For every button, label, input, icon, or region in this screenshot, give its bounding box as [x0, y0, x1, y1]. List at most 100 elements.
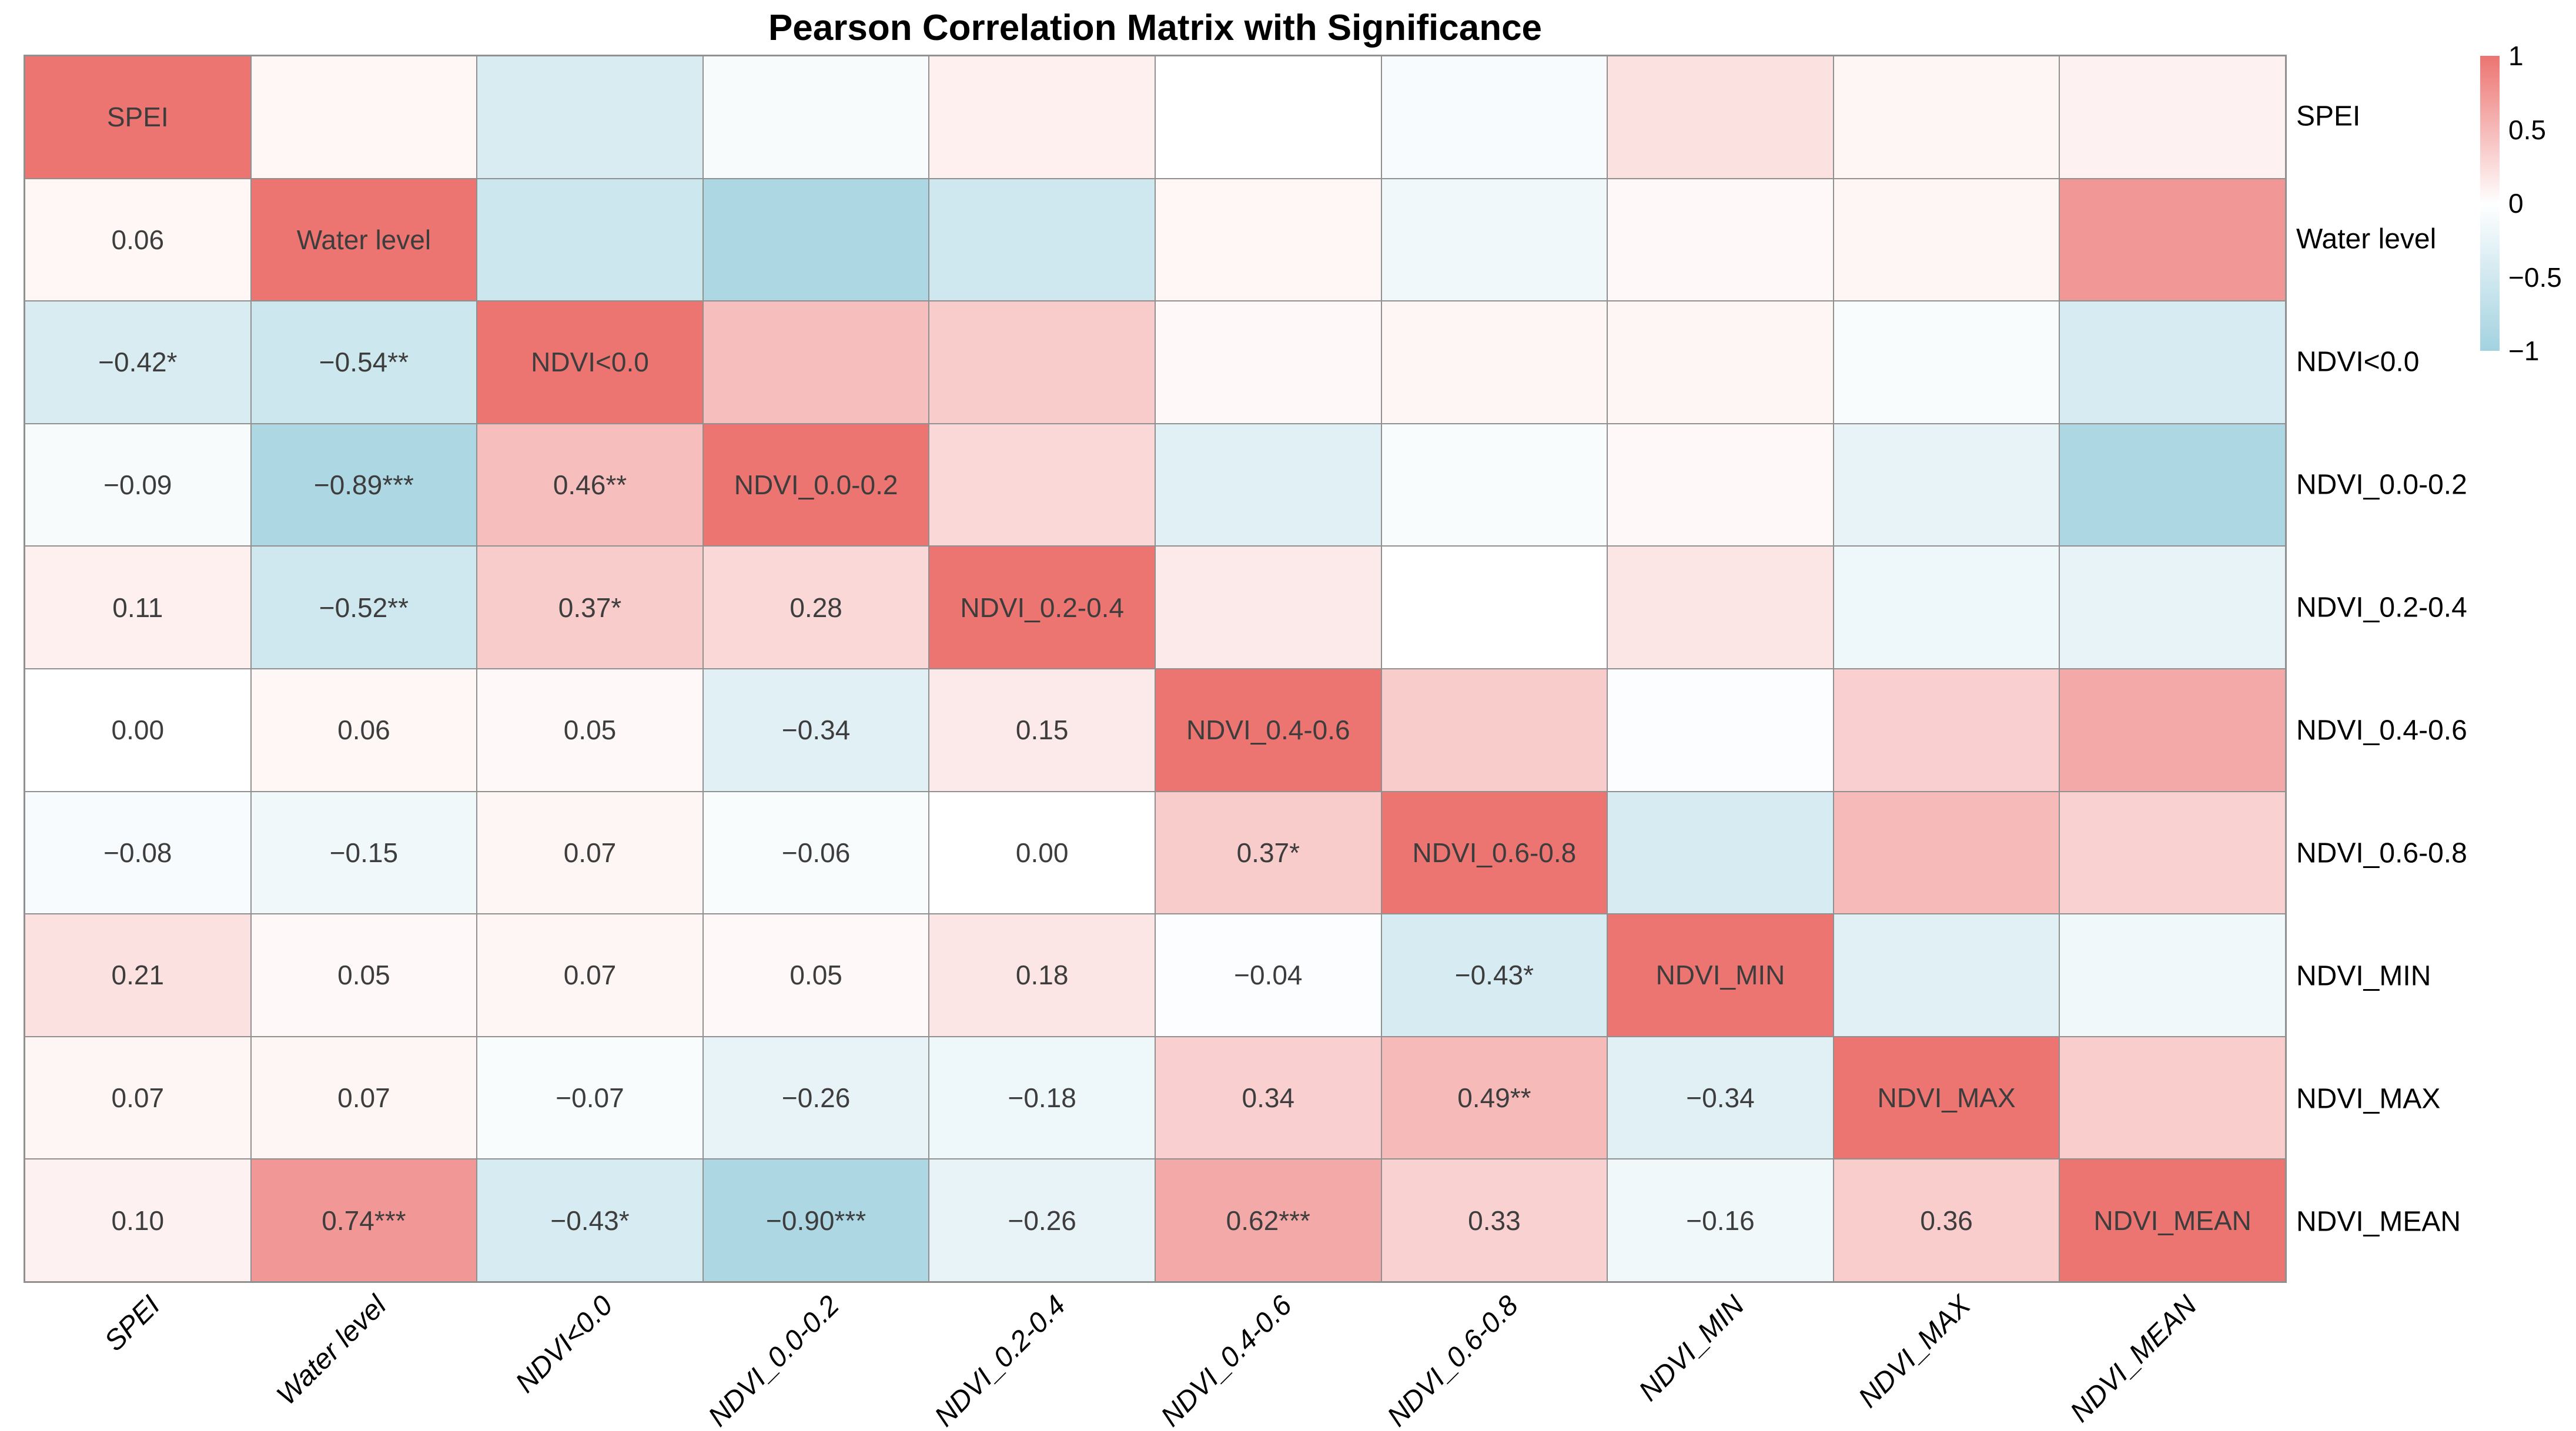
- matrix-cell-upper: [1156, 424, 1381, 546]
- matrix-cell: 0.00: [25, 669, 250, 791]
- matrix-cell-upper: [1834, 792, 2059, 914]
- y-axis-label: NDVI_0.0-0.2: [2296, 469, 2467, 500]
- matrix-cell-upper: [2060, 792, 2285, 914]
- x-axis-label: SPEI: [98, 1289, 166, 1358]
- matrix-cell-upper: [1834, 914, 2059, 1036]
- matrix-cell-upper: [1381, 56, 1607, 178]
- matrix-cell-upper: [1156, 547, 1381, 668]
- matrix-cell-upper: [703, 179, 929, 301]
- matrix-cell: 0.07: [477, 792, 702, 914]
- matrix-cell-upper: [1834, 56, 2059, 178]
- y-axis-label: NDVI_MAX: [2296, 1083, 2441, 1114]
- matrix-cell-upper: [1608, 179, 1833, 301]
- matrix-cell: 0.11: [25, 547, 250, 668]
- y-axis-label: SPEI: [2296, 100, 2361, 132]
- matrix-cell: −0.18: [929, 1037, 1155, 1159]
- x-axis-label: NDVI_MEAN: [2065, 1289, 2203, 1429]
- matrix-cell-upper: [703, 301, 929, 423]
- colorbar-tick-label: −1: [2508, 336, 2540, 366]
- matrix-cell-upper: [2060, 56, 2285, 178]
- matrix-cell: 0.36: [1834, 1159, 2059, 1281]
- matrix-cell-upper: [929, 56, 1155, 178]
- matrix-cell: −0.26: [703, 1037, 929, 1159]
- matrix-cell-upper: [1834, 424, 2059, 546]
- matrix-cell-upper: [1156, 56, 1381, 178]
- y-axis-label: NDVI<0.0: [2296, 346, 2420, 377]
- matrix-cell: −0.34: [1608, 1037, 1833, 1159]
- matrix-diagonal-cell: SPEI: [25, 56, 250, 178]
- matrix-cell: 0.05: [703, 914, 929, 1036]
- matrix-cell-upper: [1608, 547, 1833, 668]
- matrix-cell-upper: [477, 56, 702, 178]
- matrix-cell-upper: [1834, 669, 2059, 791]
- matrix-cell: −0.04: [1156, 914, 1381, 1036]
- colorbar-tick-label: 0.5: [2508, 114, 2546, 145]
- matrix-cell-upper: [1608, 301, 1833, 423]
- matrix-cell: −0.54**: [251, 301, 477, 423]
- matrix-cell-upper: [1608, 669, 1833, 791]
- x-axis-label: Water level: [271, 1289, 393, 1412]
- matrix-cell-upper: [2060, 547, 2285, 668]
- matrix-cell: 0.21: [25, 914, 250, 1036]
- matrix-cell-upper: [2060, 424, 2285, 546]
- matrix-cell-upper: [1608, 424, 1833, 546]
- matrix-cell: −0.42*: [25, 301, 250, 423]
- matrix-cell-upper: [1834, 301, 2059, 423]
- matrix-cell-upper: [1381, 547, 1607, 668]
- matrix-cell: −0.26: [929, 1159, 1155, 1281]
- matrix-cell: 0.33: [1381, 1159, 1607, 1281]
- matrix-cell-upper: [703, 56, 929, 178]
- matrix-cell-upper: [477, 179, 702, 301]
- correlation-heatmap-grid: SPEI 0.06 Water level −0.42* −0.54** NDVI<0.0…: [24, 55, 2287, 1283]
- colorbar-tick-label: 0: [2508, 188, 2524, 219]
- matrix-cell-upper: [929, 301, 1155, 423]
- y-axis-label: Water level: [2296, 223, 2437, 254]
- matrix-diagonal-cell: NDVI_MIN: [1608, 914, 1833, 1036]
- matrix-cell: 0.07: [251, 1037, 477, 1159]
- x-axis-label: NDVI_MAX: [1852, 1289, 1977, 1414]
- y-axis-label: NDVI_MIN: [2296, 960, 2431, 991]
- matrix-cell: 0.62***: [1156, 1159, 1381, 1281]
- matrix-cell-upper: [2060, 914, 2285, 1036]
- x-axis-label: NDVI_0.4-0.6: [1155, 1289, 1298, 1431]
- matrix-cell: 0.37*: [1156, 792, 1381, 914]
- x-axis-label: NDVI_0.0-0.2: [702, 1289, 845, 1431]
- matrix-cell: −0.06: [703, 792, 929, 914]
- matrix-cell-upper: [1834, 179, 2059, 301]
- matrix-cell-upper: [1156, 301, 1381, 423]
- matrix-cell-upper: [2060, 669, 2285, 791]
- y-axis-label: NDVI_MEAN: [2296, 1206, 2461, 1237]
- matrix-cell: −0.15: [251, 792, 477, 914]
- x-axis-label: NDVI_0.2-0.4: [928, 1289, 1072, 1431]
- y-axis-label: NDVI_0.4-0.6: [2296, 715, 2467, 746]
- matrix-cell-upper: [2060, 1037, 2285, 1159]
- matrix-cell: 0.49**: [1381, 1037, 1607, 1159]
- matrix-cell: −0.90***: [703, 1159, 929, 1281]
- colorbar-tick-label: 1: [2508, 41, 2524, 71]
- matrix-cell-upper: [1381, 301, 1607, 423]
- x-axis-label: NDVI_0.6-0.8: [1381, 1289, 1524, 1431]
- matrix-cell-upper: [1156, 179, 1381, 301]
- x-axis-label: NDVI_MIN: [1633, 1289, 1751, 1407]
- matrix-cell: 0.74***: [251, 1159, 477, 1281]
- colorbar-tick-label: −0.5: [2508, 262, 2562, 293]
- matrix-cell: 0.34: [1156, 1037, 1381, 1159]
- matrix-cell: 0.46**: [477, 424, 702, 546]
- matrix-cell: 0.37*: [477, 547, 702, 668]
- y-axis-label: NDVI_0.6-0.8: [2296, 837, 2467, 869]
- matrix-cell: 0.28: [703, 547, 929, 668]
- matrix-cell: 0.00: [929, 792, 1155, 914]
- matrix-cell: −0.89***: [251, 424, 477, 546]
- matrix-cell: −0.34: [703, 669, 929, 791]
- matrix-cell-upper: [251, 56, 477, 178]
- matrix-cell-upper: [1381, 669, 1607, 791]
- matrix-cell: 0.06: [25, 179, 250, 301]
- matrix-cell: 0.05: [251, 914, 477, 1036]
- matrix-cell: −0.16: [1608, 1159, 1833, 1281]
- matrix-cell: 0.06: [251, 669, 477, 791]
- matrix-cell-upper: [2060, 179, 2285, 301]
- matrix-cell: 0.18: [929, 914, 1155, 1036]
- matrix-cell: 0.07: [25, 1037, 250, 1159]
- matrix-cell-upper: [929, 424, 1155, 546]
- chart-title: Pearson Correlation Matrix with Signific…: [768, 8, 1543, 48]
